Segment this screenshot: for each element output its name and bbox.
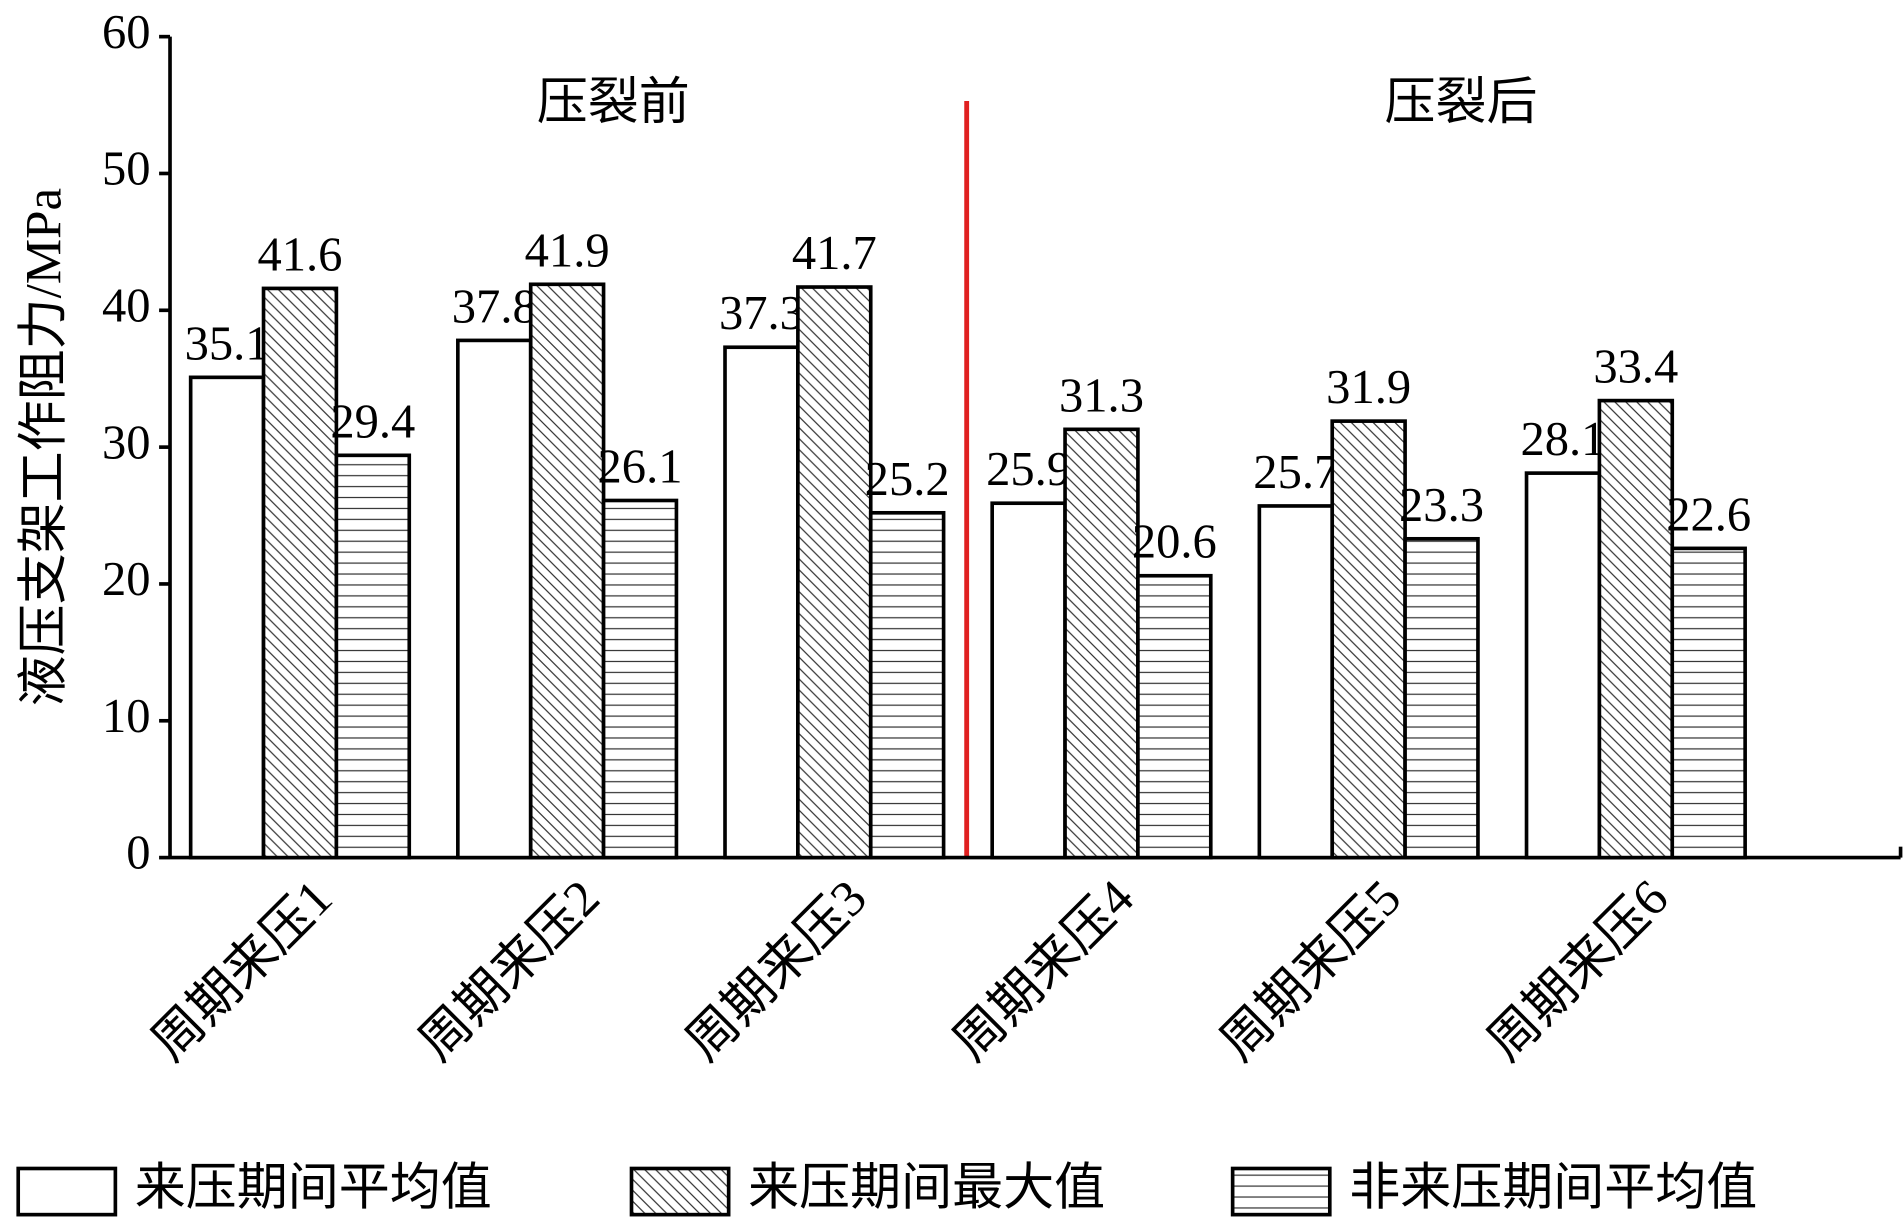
value-label: 37.3 (719, 286, 804, 340)
legend-label: 来压期间平均值 (135, 1160, 492, 1216)
legend-swatch (16, 1166, 118, 1217)
legend-swatch (629, 1166, 731, 1217)
y-tick-label: 40 (102, 278, 151, 332)
bar (1330, 419, 1407, 860)
x-tick-label: 周期来压4 (943, 870, 1145, 1072)
y-tick-label: 10 (102, 689, 151, 743)
value-label: 33.4 (1593, 340, 1678, 394)
bar (1063, 427, 1140, 860)
bar (1257, 504, 1335, 860)
annotation: 压裂后 (1384, 75, 1537, 131)
legend-label: 非来压期间平均值 (1349, 1160, 1757, 1216)
value-label: 41.9 (525, 223, 610, 277)
value-label: 35.1 (185, 316, 270, 370)
value-label: 22.6 (1666, 487, 1751, 541)
value-label: 29.4 (330, 394, 415, 448)
bar (528, 282, 606, 860)
bar (261, 286, 339, 860)
bar (1403, 536, 1480, 860)
value-label: 31.3 (1059, 368, 1144, 422)
x-tick-label: 周期来压1 (142, 870, 344, 1072)
y-tick-label: 0 (126, 826, 150, 880)
bar (188, 375, 266, 860)
bar (723, 345, 800, 860)
value-label: 41.7 (792, 226, 877, 280)
bar (796, 285, 873, 860)
value-label: 26.1 (598, 439, 683, 493)
x-tick-label: 周期来压5 (1210, 870, 1412, 1072)
x-tick-label: 周期来压2 (409, 870, 611, 1072)
bar (1136, 573, 1213, 860)
bar (456, 338, 533, 860)
bar (1524, 471, 1602, 860)
bar (1597, 398, 1675, 860)
value-label: 25.9 (986, 442, 1071, 496)
y-tick-label: 60 (102, 5, 151, 59)
value-label: 23.3 (1399, 478, 1484, 532)
value-label: 25.2 (865, 452, 950, 506)
y-tick-label: 20 (102, 552, 151, 606)
y-axis-label: 液压支架工作阻力/MPa (16, 188, 72, 707)
value-label: 28.1 (1520, 412, 1605, 466)
bar (1670, 546, 1747, 860)
legend-swatch (1230, 1166, 1332, 1217)
x-tick-label: 周期来压6 (1477, 870, 1679, 1072)
bar (601, 498, 679, 860)
legend-label: 来压期间最大值 (748, 1160, 1105, 1216)
y-tick-label: 50 (102, 142, 151, 196)
value-label: 31.9 (1326, 360, 1411, 414)
y-tick-label: 30 (102, 415, 151, 469)
annotation: 压裂前 (537, 75, 690, 131)
value-label: 37.8 (452, 279, 537, 333)
value-label: 41.6 (257, 227, 342, 281)
bar (868, 510, 946, 860)
bar (990, 501, 1067, 860)
bar (334, 453, 412, 860)
value-label: 20.6 (1132, 515, 1217, 569)
value-label: 25.7 (1253, 445, 1338, 499)
x-tick-label: 周期来压3 (676, 870, 878, 1072)
